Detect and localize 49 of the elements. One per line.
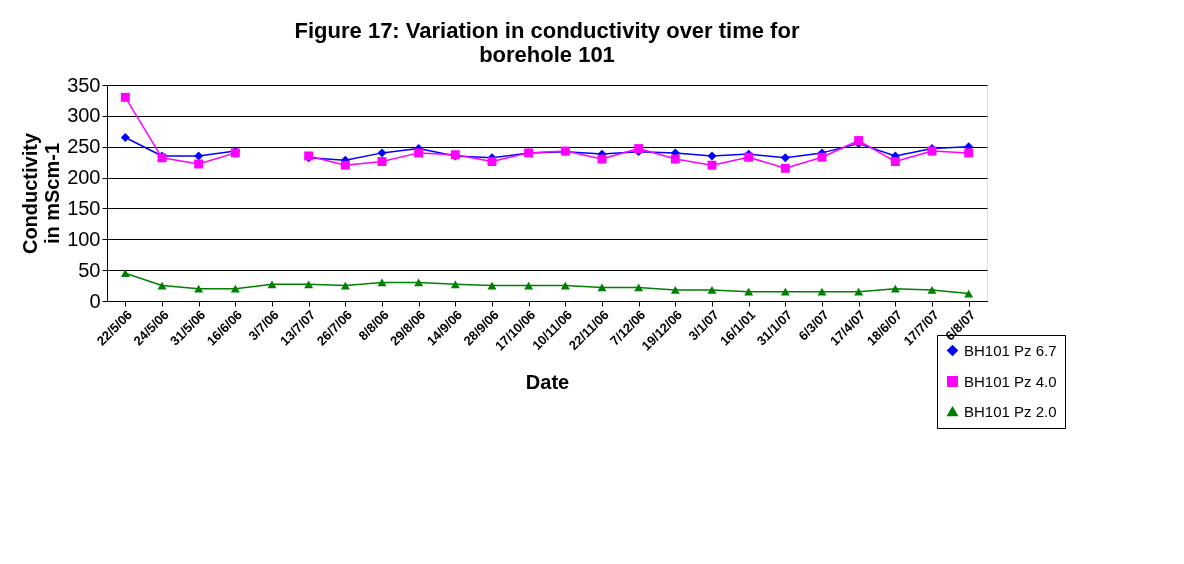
point	[120, 269, 130, 278]
point	[780, 287, 790, 296]
y-tick-label: 300	[67, 104, 101, 127]
y-tick-label: 50	[78, 258, 101, 281]
point	[707, 151, 717, 161]
point	[890, 284, 900, 293]
point	[194, 159, 204, 169]
point	[120, 132, 130, 142]
point	[377, 157, 387, 166]
point	[670, 154, 680, 164]
point	[670, 286, 680, 294]
point	[890, 157, 900, 166]
point	[707, 160, 717, 170]
chart-title: Figure 17: Variation in conductivity over time for borehole 101	[294, 18, 800, 67]
point	[450, 280, 460, 289]
point	[744, 287, 754, 296]
y-tick-label: 250	[67, 135, 101, 158]
point	[120, 92, 130, 102]
y-tick-label: 200	[67, 166, 101, 189]
point	[634, 283, 644, 292]
point	[194, 284, 204, 293]
x-axis-title: Date	[525, 371, 570, 394]
point	[817, 287, 827, 296]
point	[817, 152, 827, 162]
y-tick-label: 0	[89, 289, 101, 312]
point	[780, 153, 790, 163]
point	[597, 154, 607, 164]
point	[964, 148, 974, 158]
y-tick-label: 150	[67, 196, 101, 219]
y-tick-label: 100	[67, 227, 101, 250]
y-axis-title: Conductivity in mScm-1	[19, 132, 64, 255]
point	[194, 151, 204, 161]
point	[230, 284, 240, 293]
point	[304, 280, 314, 289]
point	[340, 160, 350, 170]
point	[377, 148, 387, 158]
point	[414, 148, 424, 158]
point	[927, 286, 937, 294]
legend-label: BH101 Pz 2.0	[964, 402, 1057, 420]
point	[487, 157, 497, 166]
point	[377, 278, 387, 287]
point	[854, 287, 864, 296]
point	[707, 286, 717, 294]
y-tick-label: 350	[67, 73, 101, 96]
point	[780, 163, 790, 173]
legend-label: BH101 Pz 6.7	[964, 341, 1057, 359]
legend-label: BH101 Pz 4.0	[964, 372, 1057, 390]
point	[597, 283, 607, 292]
point	[267, 280, 277, 289]
